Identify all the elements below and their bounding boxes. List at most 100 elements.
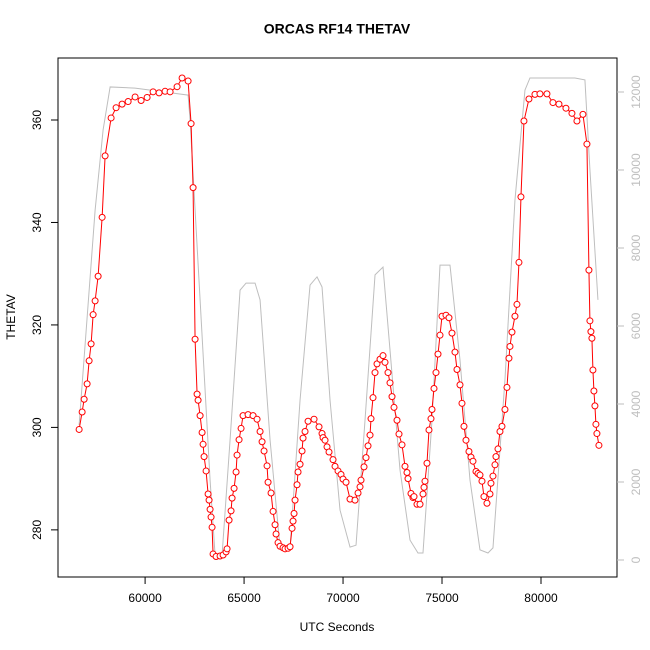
data-point xyxy=(419,490,427,498)
data-point xyxy=(401,462,409,470)
data-point xyxy=(173,83,181,91)
data-point xyxy=(367,415,375,423)
data-point xyxy=(525,95,533,103)
y2-tick-label: 6000 xyxy=(629,312,643,339)
data-point xyxy=(487,479,495,487)
data-point xyxy=(263,462,271,470)
chart-title: ORCAS RF14 THETAV xyxy=(264,21,411,37)
data-point xyxy=(549,99,557,107)
data-point xyxy=(149,88,157,96)
x-tick-label: 65000 xyxy=(227,591,261,605)
data-point xyxy=(478,477,486,485)
data-point xyxy=(98,213,106,221)
data-point xyxy=(232,468,240,476)
data-point xyxy=(80,395,88,403)
data-point xyxy=(208,523,216,531)
data-point xyxy=(362,454,370,462)
data-point xyxy=(379,352,387,360)
y-tick-label: 340 xyxy=(30,212,44,232)
data-point xyxy=(187,120,195,128)
data-point xyxy=(131,93,139,101)
data-point xyxy=(583,140,591,148)
data-point xyxy=(329,456,337,464)
data-point xyxy=(430,384,438,392)
data-point xyxy=(434,350,442,358)
data-point xyxy=(230,484,238,492)
data-point xyxy=(205,496,213,504)
data-point xyxy=(590,387,598,395)
data-point xyxy=(562,104,570,112)
data-point xyxy=(298,447,306,455)
data-point xyxy=(460,422,468,430)
x-axis-label: UTC Seconds xyxy=(300,620,375,634)
data-point xyxy=(423,459,431,467)
data-point xyxy=(555,100,563,108)
data-point xyxy=(189,184,197,192)
data-point xyxy=(489,472,497,480)
y2-tick-label: 12000 xyxy=(629,75,643,109)
data-point xyxy=(235,436,243,444)
data-point xyxy=(465,447,473,455)
data-point xyxy=(386,379,394,387)
data-point xyxy=(351,496,359,504)
data-point xyxy=(469,457,477,465)
data-point xyxy=(395,430,403,438)
data-point xyxy=(304,417,312,425)
data-point xyxy=(83,380,91,388)
data-point xyxy=(288,524,296,532)
y2-tick-label: 4000 xyxy=(629,390,643,417)
data-point xyxy=(199,440,207,448)
data-point xyxy=(381,358,389,366)
data-point xyxy=(272,530,280,538)
data-point xyxy=(579,110,587,118)
data-point xyxy=(290,509,298,517)
y2-tick-label: 0 xyxy=(629,556,643,563)
data-point xyxy=(404,475,412,483)
data-point xyxy=(384,369,392,377)
data-point xyxy=(89,311,97,319)
data-point xyxy=(393,416,401,424)
data-point xyxy=(511,312,519,320)
y2-tick-label: 10000 xyxy=(629,153,643,187)
data-point xyxy=(403,468,411,476)
data-point xyxy=(357,476,365,484)
data-point xyxy=(296,460,304,468)
data-point xyxy=(513,300,521,308)
data-point xyxy=(591,402,599,410)
data-point xyxy=(315,423,323,431)
data-point xyxy=(191,335,199,343)
data-point xyxy=(228,494,236,502)
data-point xyxy=(453,366,461,374)
data-point xyxy=(194,396,202,404)
data-point xyxy=(198,429,206,437)
data-point xyxy=(289,517,297,525)
data-point xyxy=(398,441,406,449)
data-point xyxy=(207,513,215,521)
data-point xyxy=(269,507,277,515)
data-point xyxy=(436,331,444,339)
data-point xyxy=(264,478,272,486)
data-point xyxy=(360,463,368,471)
data-point xyxy=(364,442,372,450)
data-point xyxy=(356,483,364,491)
data-point xyxy=(390,403,398,411)
data-point xyxy=(267,489,275,497)
data-point xyxy=(445,314,453,322)
data-point xyxy=(480,493,488,501)
y-tick-label: 280 xyxy=(30,520,44,540)
data-point xyxy=(204,490,212,498)
data-point xyxy=(202,467,210,475)
data-point xyxy=(91,297,99,305)
data-point xyxy=(299,434,307,442)
data-point xyxy=(137,97,145,105)
data-point xyxy=(462,436,470,444)
x-tick-label: 60000 xyxy=(128,591,162,605)
data-point xyxy=(520,117,528,125)
data-point xyxy=(515,258,523,266)
data-point xyxy=(573,117,581,125)
data-point xyxy=(586,317,594,325)
data-point xyxy=(237,424,245,432)
data-point xyxy=(101,152,109,160)
